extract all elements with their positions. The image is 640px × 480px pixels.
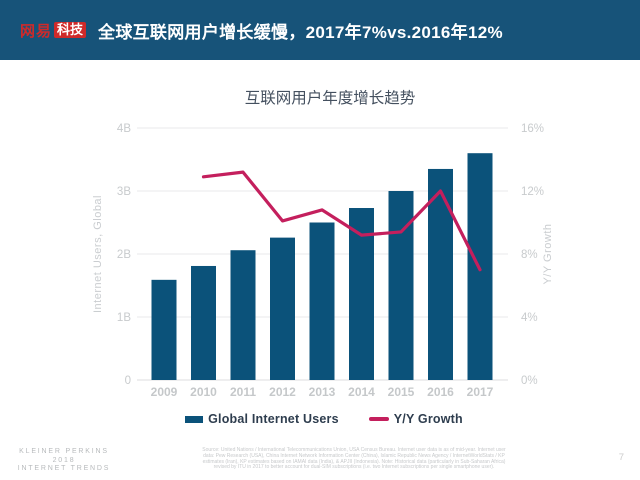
bar-2010 <box>191 265 216 380</box>
bar-2013 <box>309 222 335 380</box>
brand-line-3: INTERNET TRENDS <box>17 465 111 473</box>
x-axis-label-2010: 2010 <box>190 385 217 399</box>
internet-users-growth-chart: 0 0% 1B 4% 2B 8% 3B 12% 4B 16% 2009 2010 2011 2012 201… <box>92 123 554 399</box>
legend-label-growth: Y/Y Growth <box>393 412 463 426</box>
right-axis-tick: 0% <box>521 375 538 387</box>
chart-title: 互联网用户年度增长趋势 <box>244 90 416 107</box>
x-axis-label-2011: 2011 <box>230 385 256 399</box>
right-axis-tick: 16% <box>521 123 544 135</box>
left-axis-tick: 1B <box>117 312 131 324</box>
legend-label-users: Global Internet Users <box>208 412 339 426</box>
left-axis-tick: 2B <box>117 249 131 261</box>
article-title: 全球互联网用户增长缓慢，2017年7%vs.2016年12% <box>98 22 503 42</box>
source-line-1: Source: United Nations / International T… <box>202 447 506 453</box>
left-axis-tick: 3B <box>117 186 131 198</box>
x-axis-label-2014: 2014 <box>348 385 375 399</box>
legend-swatch-line <box>368 417 389 421</box>
source-note: Source: United Nations / International T… <box>157 447 551 471</box>
page-number: 7 <box>618 452 624 463</box>
bar-2011 <box>230 250 256 380</box>
bar-2009 <box>151 279 177 380</box>
left-axis-title: Internet Users, Global <box>92 195 104 313</box>
article-header: 网易 科技 全球互联网用户增长缓慢，2017年7%vs.2016年12% <box>0 0 640 60</box>
left-axis-tick: 0 <box>125 375 131 387</box>
right-axis-tick: 8% <box>521 249 538 261</box>
legend-item-users: Global Internet Users <box>185 412 339 426</box>
left-axis-tick: 4B <box>117 123 131 135</box>
right-axis-tick: 12% <box>521 186 544 198</box>
x-axis-label-2016: 2016 <box>427 385 454 399</box>
right-axis-title: Y/Y Growth <box>542 223 554 284</box>
x-axis-label-2013: 2013 <box>309 385 336 399</box>
source-line-3: estimates (Iran), KP estimates based on … <box>202 458 506 465</box>
legend-swatch-bar <box>185 415 204 423</box>
x-axis-label-2009: 2009 <box>151 385 178 399</box>
right-axis-tick: 4% <box>521 312 538 324</box>
brand-line-2: 2018 <box>52 456 76 464</box>
netease-logo-text: 网易 <box>20 22 53 40</box>
x-axis-label-2012: 2012 <box>269 385 296 399</box>
x-axis-label-2017: 2017 <box>467 385 494 399</box>
legend-item-growth: Y/Y Growth <box>368 412 463 426</box>
tech-logo-badge: 科技 <box>54 21 87 39</box>
source-line-2: data: Pew Research (USA), China Internet… <box>203 452 505 459</box>
source-line-4: revised by ITU in 2017 to better account… <box>213 464 495 471</box>
chart-legend: Global Internet Users Y/Y Growth <box>8 412 640 426</box>
kleiner-perkins-brand: KLEINER PERKINS 2018 INTERNET TRENDS <box>6 448 122 474</box>
bar-2015 <box>388 191 414 380</box>
bar-2012 <box>270 237 295 380</box>
netease-tech-logo[interactable]: 网易 科技 <box>20 20 87 41</box>
brand-line-1: KLEINER PERKINS <box>19 448 109 455</box>
x-axis-label-2015: 2015 <box>388 385 415 399</box>
growth-line <box>201 170 482 272</box>
